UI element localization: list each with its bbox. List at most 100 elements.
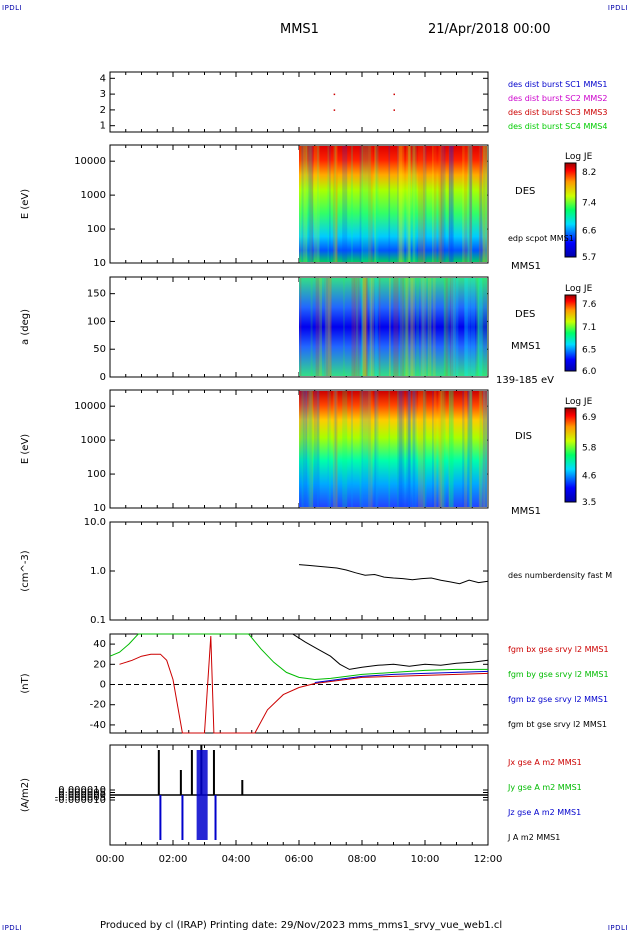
spectrogram-texture xyxy=(467,391,473,507)
spectrogram-texture xyxy=(451,146,454,262)
spectrogram-texture xyxy=(451,391,454,507)
spectrogram-texture xyxy=(397,391,399,507)
spectrogram-texture xyxy=(463,146,468,262)
spectrogram-label: DES xyxy=(515,186,535,197)
spectrogram-texture xyxy=(351,278,355,376)
spectrogram-texture xyxy=(467,391,473,507)
spectrogram-texture xyxy=(439,146,444,262)
y-tick-label: 100 xyxy=(87,316,106,327)
spectrogram-texture xyxy=(448,146,450,262)
legend-entry: des dist burst SC1 MMS1 xyxy=(508,80,607,89)
spectrogram-texture xyxy=(448,391,452,507)
spectrogram-texture xyxy=(462,391,465,507)
panel-footer-label: MMS1 xyxy=(511,506,541,517)
legend-entry: Jz gse A m2 MMS1 xyxy=(507,808,581,817)
spectrogram-texture xyxy=(399,278,403,376)
spectrogram-texture xyxy=(313,391,320,507)
spectrogram-sublabel: MMS1 xyxy=(511,341,541,352)
spectrogram-texture xyxy=(310,278,313,376)
y-tick-label: 50 xyxy=(93,344,106,355)
spectrogram-texture xyxy=(305,391,312,507)
y-tick-label: -0.000005 xyxy=(55,793,106,804)
spectrogram-texture xyxy=(432,391,434,507)
spectrogram-texture xyxy=(400,278,405,376)
spectrogram-texture xyxy=(433,146,437,262)
spectrogram-texture xyxy=(399,391,405,507)
burst-flag-point xyxy=(333,109,336,111)
spectrogram-texture xyxy=(302,146,304,262)
spectrogram-texture xyxy=(299,391,302,507)
spectrogram-texture xyxy=(483,391,489,507)
spectrogram-texture xyxy=(332,146,337,262)
spectrogram-texture xyxy=(445,278,448,376)
spectrogram-texture xyxy=(317,278,320,376)
spectrogram-texture xyxy=(433,391,437,507)
spectrogram-texture xyxy=(440,146,446,262)
spectrogram-texture xyxy=(406,146,411,262)
spectrogram-texture xyxy=(365,146,371,262)
spectrogram-texture xyxy=(428,278,432,376)
spectrogram-texture xyxy=(317,146,319,262)
spectrogram-texture xyxy=(374,391,377,507)
spectrogram-texture xyxy=(467,146,473,262)
spectrogram-texture xyxy=(411,391,417,507)
panel-footer-label: 139-185 eV xyxy=(496,375,554,386)
spectrogram-texture xyxy=(426,278,430,376)
y-tick-label: 0 xyxy=(100,372,106,383)
panel-frame-bfield xyxy=(109,633,489,734)
panel-footer-label: MMS1 xyxy=(511,261,541,272)
y-tick-label: 0.000000 xyxy=(58,790,106,801)
spectrogram-texture xyxy=(479,146,486,262)
spectrogram-texture xyxy=(361,278,367,376)
spectrogram-texture xyxy=(362,278,367,376)
spectrogram-texture xyxy=(334,146,338,262)
colorbar-des_energy xyxy=(564,162,577,258)
spectrogram-texture xyxy=(335,391,338,507)
spectrogram-texture xyxy=(299,278,302,376)
spectrogram-texture xyxy=(399,146,405,262)
colorbar-tick-label: 6.9 xyxy=(582,413,597,423)
legend-entry: Jy gse A m2 MMS1 xyxy=(507,783,582,792)
spectrogram-texture xyxy=(469,146,472,262)
y-tick-label: 1.0 xyxy=(90,566,106,577)
x-tick-label: 08:00 xyxy=(348,854,377,865)
legend-entry: des dist burst SC3 MMS3 xyxy=(508,108,607,117)
y-axis-label: (nT) xyxy=(20,673,31,693)
spectrogram-texture xyxy=(412,146,416,262)
spectrogram-texture xyxy=(361,146,366,262)
spectrogram-texture xyxy=(327,146,330,262)
series-line xyxy=(314,670,489,683)
y-axis-label: a (deg) xyxy=(20,309,31,345)
legend-entry: fgm by gse srvy l2 MMS1 xyxy=(508,670,609,679)
spectrogram-texture xyxy=(342,146,348,262)
spectrogram-texture xyxy=(302,146,308,262)
spectrogram-texture xyxy=(423,146,426,262)
spectrogram-texture xyxy=(374,391,376,507)
colorbar-tick-label: 6.5 xyxy=(582,346,596,356)
spectrogram-texture xyxy=(388,391,391,507)
spectrogram-texture xyxy=(482,146,488,262)
legend-entry: des numberdensity fast M xyxy=(508,571,612,580)
colorbar-tick-label: 3.5 xyxy=(582,498,596,508)
spectrogram-texture xyxy=(421,391,425,507)
spectrogram-des_energy xyxy=(299,146,487,262)
spectrogram-texture xyxy=(407,391,412,507)
spectrogram-texture xyxy=(479,391,486,507)
spectrogram-texture xyxy=(361,391,363,507)
spectrogram-texture xyxy=(309,146,313,262)
y-tick-label: 1000 xyxy=(81,435,106,446)
spectrogram-texture xyxy=(468,146,473,262)
density-line xyxy=(298,564,489,585)
colorbar-tick-label: 7.4 xyxy=(582,198,597,208)
spectrogram-dis_energy xyxy=(299,391,487,507)
colorbar-tick-label: 5.8 xyxy=(582,443,597,453)
spectrogram-texture xyxy=(374,146,376,262)
colorbar-des_pitch xyxy=(564,294,577,372)
spectrogram-texture xyxy=(305,146,312,262)
spectrogram-label: DES xyxy=(515,309,535,320)
y-axis-label: (cm^-3) xyxy=(20,550,31,591)
spectrogram-texture xyxy=(478,278,483,376)
spectrogram-texture xyxy=(364,278,368,376)
spectrogram-texture xyxy=(397,146,403,262)
spectrogram-texture xyxy=(448,391,450,507)
